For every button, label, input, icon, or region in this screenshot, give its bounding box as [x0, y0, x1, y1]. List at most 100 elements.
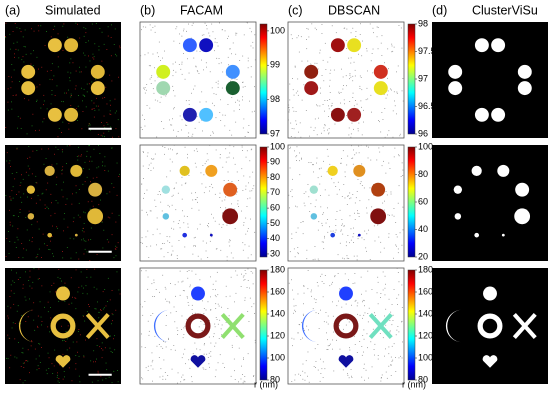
noise-dot — [85, 339, 86, 341]
noise-dot — [162, 243, 163, 244]
noise-dot — [349, 198, 351, 200]
noise-dot — [374, 240, 376, 242]
noise-dot — [54, 153, 55, 155]
noise-dot — [220, 62, 222, 64]
noise-dot — [217, 86, 219, 88]
noise-dot — [46, 108, 48, 110]
noise-dot — [242, 82, 243, 83]
noise-dot — [111, 313, 113, 315]
noise-dot — [328, 108, 330, 110]
cluster — [453, 185, 463, 194]
noise-dot — [37, 315, 39, 317]
noise-dot — [98, 45, 100, 47]
noise-dot — [162, 375, 164, 377]
noise-dot — [234, 228, 236, 230]
cluster — [474, 232, 480, 238]
noise-dot — [225, 148, 227, 150]
noise-dot — [244, 381, 246, 383]
noise-dot — [79, 66, 80, 68]
noise-dot — [141, 377, 142, 379]
noise-dot — [64, 286, 66, 287]
noise-dot — [291, 381, 293, 382]
noise-dot — [209, 145, 211, 146]
noise-dot — [104, 156, 106, 158]
colorbar-tick-label: 98 — [270, 94, 280, 104]
noise-dot — [313, 171, 314, 173]
noise-dot — [388, 365, 390, 367]
noise-dot — [234, 163, 236, 165]
noise-dot — [321, 368, 323, 370]
noise-dot — [372, 27, 374, 29]
noise-dot — [147, 152, 149, 154]
noise-dot — [229, 129, 231, 131]
noise-dot — [78, 146, 79, 148]
noise-dot — [327, 315, 329, 317]
noise-dot — [217, 83, 219, 85]
noise-dot — [180, 381, 182, 383]
noise-dot — [231, 134, 233, 136]
noise-dot — [85, 285, 87, 287]
noise-dot — [339, 348, 341, 350]
cluster — [191, 286, 205, 301]
noise-dot — [289, 167, 291, 169]
noise-dot — [350, 76, 352, 78]
noise-dot — [97, 370, 99, 372]
noise-dot — [241, 146, 243, 148]
noise-dot — [111, 352, 113, 353]
noise-dot — [23, 367, 25, 368]
noise-dot — [389, 331, 391, 333]
noise-dot — [167, 240, 169, 242]
noise-dot — [173, 345, 175, 346]
noise-dot — [225, 321, 227, 323]
noise-dot — [102, 247, 104, 249]
noise-dot — [147, 276, 149, 278]
noise-dot — [146, 105, 148, 106]
noise-dot — [243, 224, 245, 226]
noise-dot — [111, 323, 112, 325]
noise-dot — [75, 252, 77, 254]
noise-dot — [207, 257, 209, 258]
noise-dot — [307, 288, 309, 290]
noise-dot — [238, 100, 240, 102]
noise-dot — [224, 114, 226, 116]
noise-dot — [25, 360, 27, 362]
noise-dot — [233, 146, 235, 148]
noise-dot — [299, 160, 300, 162]
noise-dot — [242, 374, 243, 375]
noise-dot — [141, 209, 143, 211]
noise-dot — [363, 187, 365, 189]
noise-dot — [32, 65, 34, 66]
cluster — [90, 81, 105, 96]
noise-dot — [297, 252, 299, 254]
noise-dot — [78, 329, 80, 330]
noise-dot — [47, 182, 49, 184]
noise-dot — [181, 119, 183, 121]
noise-dot — [214, 323, 216, 325]
noise-dot — [347, 235, 349, 236]
noise-dot — [356, 305, 358, 307]
noise-dot — [359, 183, 361, 185]
noise-dot — [31, 309, 33, 311]
noise-dot — [361, 163, 363, 165]
cluster — [156, 81, 171, 96]
noise-dot — [402, 175, 404, 176]
noise-dot — [354, 154, 356, 156]
noise-dot — [401, 321, 402, 323]
noise-dot — [189, 286, 191, 288]
noise-dot — [334, 231, 336, 233]
noise-dot — [397, 304, 398, 305]
noise-dot — [62, 257, 64, 259]
noise-dot — [333, 331, 334, 333]
noise-dot — [9, 160, 11, 162]
noise-dot — [339, 288, 341, 290]
noise-dot — [25, 171, 27, 173]
noise-dot — [16, 172, 18, 173]
noise-dot — [29, 285, 31, 287]
noise-dot — [154, 80, 156, 82]
noise-dot — [205, 369, 207, 370]
noise-dot — [75, 85, 77, 87]
noise-dot — [24, 46, 26, 48]
noise-dot — [294, 374, 296, 376]
noise-dot — [348, 377, 350, 379]
